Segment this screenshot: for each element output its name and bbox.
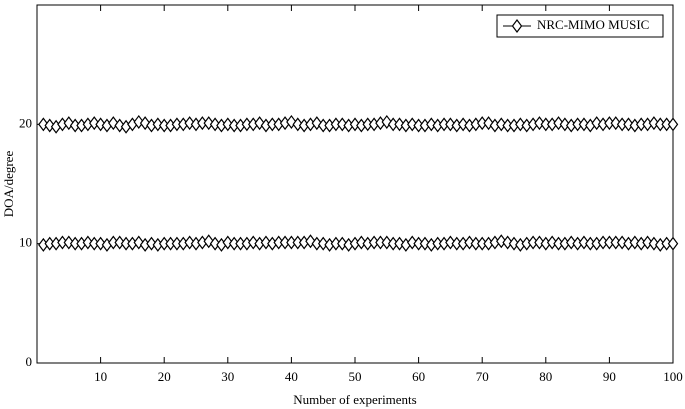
marker [88,116,100,131]
legend-label: NRC-MIMO MUSIC [537,17,649,32]
marker [146,236,157,251]
x-axis-label: Number of experiments [293,392,416,407]
x-tick-label: 20 [158,369,171,384]
marker [406,235,418,250]
marker [496,234,507,249]
marker [356,235,367,250]
x-tick-label: 40 [285,369,298,384]
marker [642,235,653,250]
marker [648,236,660,251]
marker [464,235,475,250]
marker [445,235,456,250]
y-tick-label: 0 [26,354,33,369]
marker [534,116,545,131]
marker [222,235,234,250]
y-tick-label: 10 [19,235,32,250]
marker [209,117,221,132]
marker [610,116,622,131]
marker [426,117,437,132]
marker [114,235,125,250]
marker [222,117,234,132]
marker [445,117,456,132]
marker [591,116,602,131]
marker [63,235,75,250]
marker [559,117,571,132]
marker [133,114,145,129]
marker [260,235,272,250]
marker [337,117,348,132]
marker [496,117,507,132]
marker [667,236,679,251]
marker [578,117,590,132]
marker [419,236,431,251]
marker [394,117,405,132]
marker [114,118,125,133]
legend-marker [511,19,523,33]
marker [152,117,164,132]
marker [95,117,106,132]
marker [44,118,55,133]
x-tick-label: 10 [94,369,107,384]
marker [457,117,469,132]
marker [546,235,558,250]
marker [95,236,106,251]
marker [203,116,214,131]
marker [292,117,304,132]
x-tick-label: 50 [349,369,362,384]
marker [394,236,405,251]
marker [82,235,94,250]
marker [553,116,564,131]
marker [317,236,329,251]
marker [349,117,361,132]
marker [565,235,577,250]
y-axis-label: DOA/degree [1,151,16,218]
marker [502,235,513,250]
marker [406,117,418,132]
marker [667,117,679,132]
marker [616,235,628,250]
x-tick-label: 70 [476,369,489,384]
marker [209,236,221,251]
marker [184,116,195,131]
legend-box [496,14,664,38]
marker [337,236,348,251]
x-tick-label: 100 [663,369,683,384]
marker [515,117,526,132]
marker [247,235,259,250]
marker [623,117,634,132]
plot-frame [36,4,674,364]
marker [648,116,660,131]
marker [534,235,545,250]
marker [381,235,393,250]
marker [578,235,590,250]
y-tick-label: 20 [19,115,32,130]
marker [38,117,49,132]
x-tick-label: 90 [603,369,616,384]
x-tick-label: 80 [539,369,552,384]
x-tick-label: 60 [412,369,425,384]
marker [184,235,195,250]
marker [508,236,520,251]
x-tick-label: 30 [221,369,234,384]
marker [286,114,297,129]
marker [629,235,641,250]
marker [381,114,393,129]
